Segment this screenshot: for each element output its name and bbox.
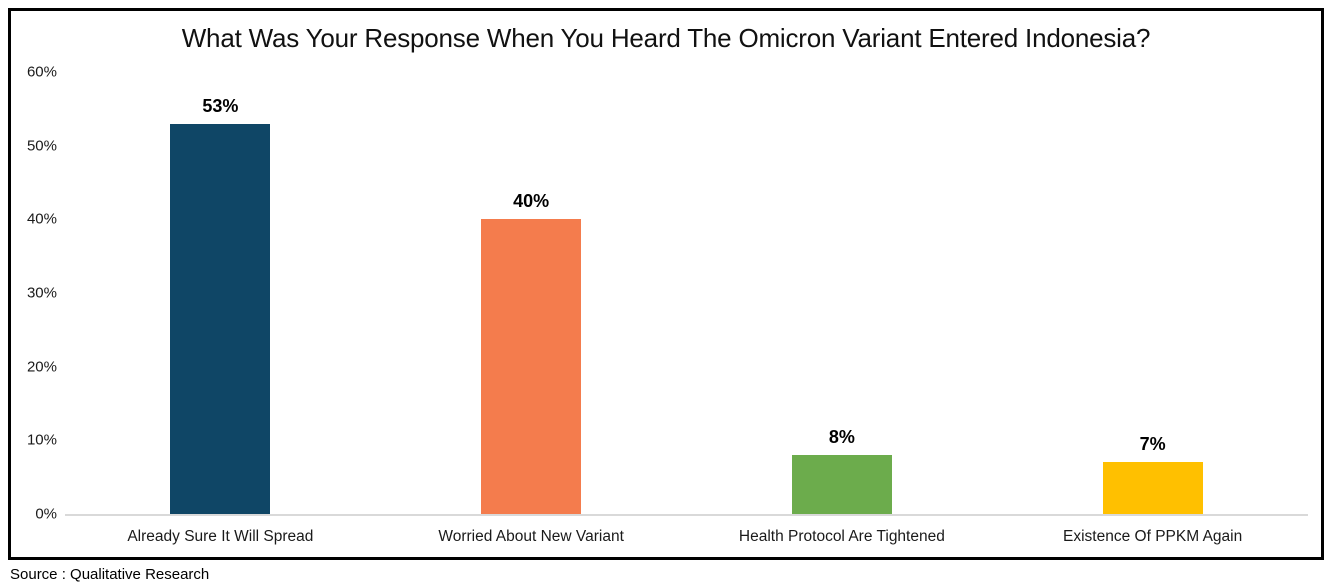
chart-frame: What Was Your Response When You Heard Th… [8, 8, 1324, 560]
x-axis-category-label: Already Sure It Will Spread [127, 528, 314, 545]
y-axis-tick-label: 30% [26, 284, 57, 302]
x-axis-line [65, 514, 1308, 516]
bar-column: 7% [997, 72, 1308, 514]
y-axis-tick-label: 40% [26, 210, 57, 228]
x-axis-category-label: Existence Of PPKM Again [1063, 528, 1243, 545]
x-axis-category-label: Worried About New Variant [438, 528, 624, 545]
bar-column: 8% [687, 72, 998, 514]
bar [170, 123, 271, 514]
bar [791, 455, 892, 514]
y-axis-tick-label: 60% [26, 63, 57, 81]
bar [481, 219, 582, 514]
bar-column: 40% [376, 72, 687, 514]
bar-column: 53% [65, 72, 376, 514]
y-axis: 0% 10% 20% 30% 40% 50% 60% [11, 64, 57, 523]
y-axis-tick-label: 0% [35, 505, 57, 523]
plot-area: 53% 40% 8% 7% [65, 72, 1308, 514]
y-axis-tick-label: 10% [26, 431, 57, 449]
chart-title: What Was Your Response When You Heard Th… [181, 23, 1151, 53]
bar-value-label: 8% [828, 427, 855, 448]
bar-value-label: 7% [1139, 434, 1166, 455]
source-note: Source : Qualitative Research [10, 566, 210, 583]
bar-value-label: 53% [202, 95, 239, 116]
x-axis-labels: Already Sure It Will Spread Worried About… [65, 528, 1308, 546]
bar [1102, 462, 1203, 514]
y-axis-tick-label: 50% [26, 137, 57, 155]
x-axis-category-label: Health Protocol Are Tightened [738, 528, 945, 545]
y-axis-tick-label: 20% [26, 358, 57, 376]
bar-value-label: 40% [513, 191, 550, 212]
